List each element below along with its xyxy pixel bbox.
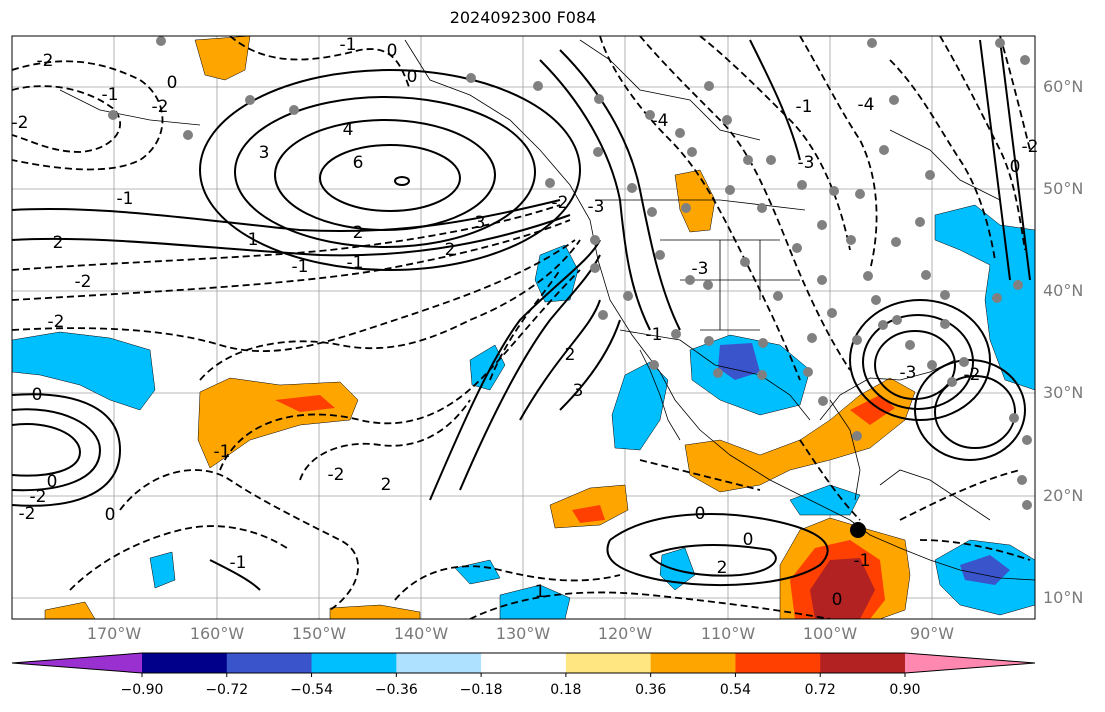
contour-label: 0 [47,472,58,492]
contour-label: 2 [353,223,364,243]
colorbar-segment [565,653,652,673]
colorbar-tick-label: 0.18 [550,682,582,698]
contour-label: 0 [695,504,706,524]
contour-label: 2 [445,240,456,260]
longitude-label: 170°W [86,624,142,643]
longitude-label: 90°W [909,624,955,643]
location-marker [850,522,866,538]
contour-label: -2 [75,272,92,292]
latitude-label: 40°N [1043,281,1084,300]
latitude-label: 50°N [1043,179,1084,198]
contour-label: -2 [1022,137,1039,157]
colorbar-segment [735,653,821,673]
colorbar-tick-label: 0.72 [804,682,836,698]
contour-label: -4 [858,95,875,115]
colorbar-tick-label: −0.90 [120,682,164,698]
contour-label: 2 [565,345,576,365]
contour-label: 0 [407,67,418,87]
longitude-label: 100°W [802,624,858,643]
longitude-label: 120°W [597,624,653,643]
contour-label: 0 [832,590,843,610]
contour-label: -3 [588,197,605,217]
colorbar-segment [142,653,228,673]
contour-label: -2 [19,504,36,524]
contour-label: -1 [292,257,309,277]
contour-label: -1 [646,325,663,345]
contour-label: -3 [900,363,917,383]
contour-label: 2 [717,558,728,578]
contour-label: -2 [37,51,54,71]
colorbar-tick-label: −0.18 [459,682,503,698]
contour-label: -2 [328,465,345,485]
station-dots [108,36,1032,510]
longitude-label: 150°W [291,624,347,643]
contour-label: 0 [105,505,116,525]
latitude-label: 10°N [1043,588,1084,607]
shaded-regions [12,36,1035,619]
colorbar-segment [311,653,397,673]
latitude-label: 30°N [1043,383,1084,402]
contour-label: -1 [102,85,119,105]
contour-label: -1 [796,97,813,117]
contour-label: 3 [259,143,270,163]
contour-label: 1 [535,582,546,602]
longitude-label: 160°W [189,624,245,643]
colorbar-tick-label: 0.36 [635,682,667,698]
contour-label: -1 [854,551,871,571]
contour-label: 3 [475,213,486,233]
colorbar-tick-label: −0.54 [290,682,333,698]
colorbar-extend-max [905,653,1035,673]
contour-label: -1 [340,35,357,55]
longitude-label: 110°W [700,624,756,643]
contour-label: 3 [573,381,584,401]
colorbar-tick-label: 0.54 [719,682,752,698]
contour-label: 0 [743,530,754,550]
colorbar-tick-label: −0.72 [205,682,249,698]
contour-label: -2 [30,487,47,507]
contour-label: -3 [692,259,709,279]
contour-label: -3 [798,153,815,173]
coastlines [59,39,1035,581]
contour-label: 0 [387,41,398,61]
contour-label: -4 [652,111,669,131]
longitude-label: 140°W [393,624,449,643]
colorbar-segment [226,653,313,673]
colorbar-segment [481,653,567,673]
colorbar-extend-min [12,653,142,673]
contour-label: 4 [343,120,354,140]
colorbar-tick-label: −0.36 [374,682,418,698]
latitude-label: 60°N [1043,77,1084,96]
contour-label: -1 [347,253,364,273]
colorbar-tick-label: 0.90 [889,682,921,698]
colorbar [11,652,1036,677]
solid-contours [12,39,1031,591]
contour-label: -2 [12,113,29,133]
colorbar-segment [820,653,906,673]
contour-label: -1 [230,553,247,573]
contour-label: 6 [353,153,364,173]
colorbar-segment [650,653,736,673]
map-frame [11,35,1036,620]
contour-label: -1 [117,189,134,209]
longitude-label: 130°W [495,624,551,643]
latitude-label: 20°N [1043,486,1084,505]
contour-label: -2 [552,193,569,213]
contour-label: 0 [167,73,178,93]
dashed-contours [12,36,1031,619]
contour-label: -2 [964,365,981,385]
colorbar-segment [396,653,482,673]
contour-label: 2 [53,233,64,253]
contour-label: -2 [152,97,169,117]
contour-label: 0 [32,385,43,405]
contour-label: 1 [248,230,259,250]
contour-label: -2 [48,312,65,332]
contour-label: -1 [214,442,231,462]
contour-label: 2 [381,475,392,495]
map-title: 2024092300 F084 [449,8,597,27]
contour-label: 0 [1010,157,1021,177]
